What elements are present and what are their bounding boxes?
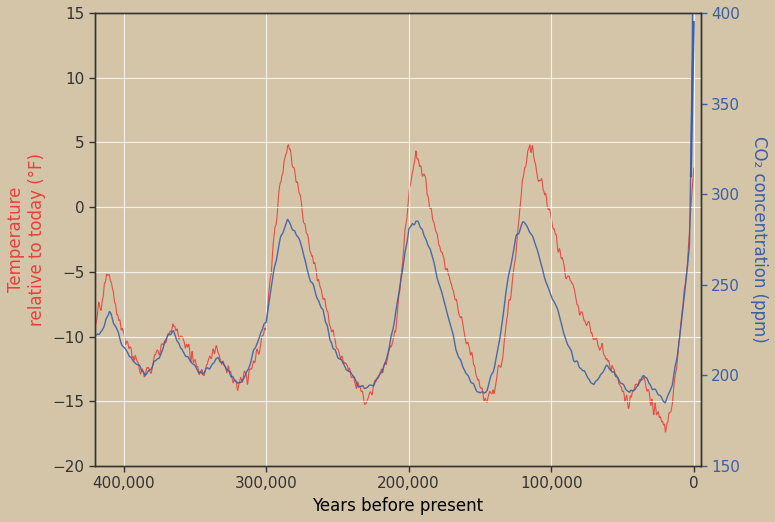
Y-axis label: CO₂ concentration (ppm): CO₂ concentration (ppm) <box>750 136 768 343</box>
X-axis label: Years before present: Years before present <box>312 497 484 515</box>
Y-axis label: Temperature
relative to today (°F): Temperature relative to today (°F) <box>7 153 46 326</box>
